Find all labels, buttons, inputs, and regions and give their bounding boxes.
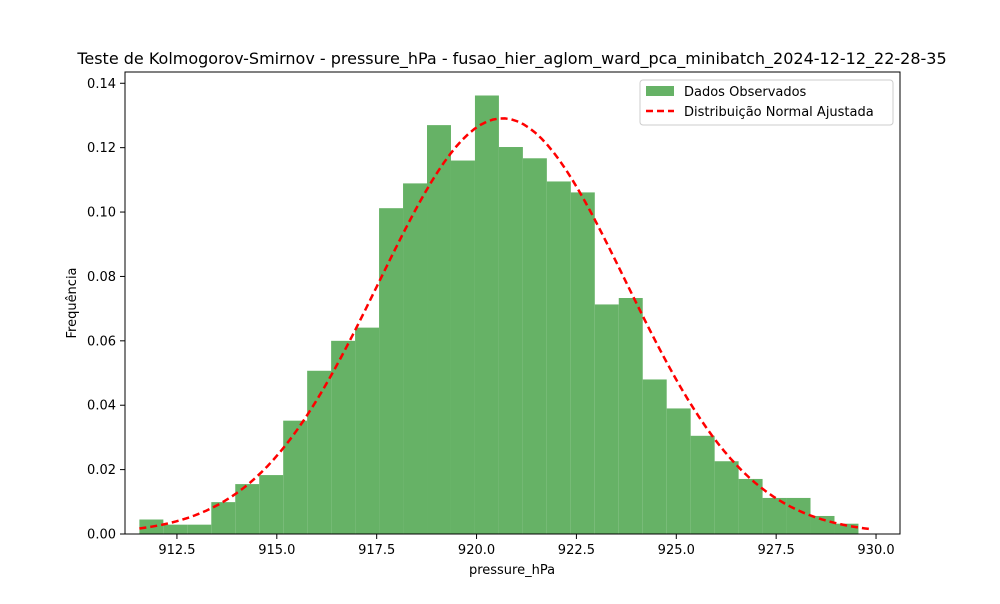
y-tick-label: 0.14 <box>87 77 116 92</box>
histogram-bar <box>834 523 859 534</box>
y-tick-label: 0.06 <box>87 334 116 349</box>
y-tick-label: 0.10 <box>87 206 116 221</box>
legend: Dados Observados Distribuição Normal Aju… <box>639 79 894 126</box>
histogram-bar <box>283 420 308 534</box>
histogram-bar <box>355 327 380 534</box>
fitted-curve <box>139 117 871 531</box>
x-tick-label: 925.0 <box>658 543 695 558</box>
x-axis-ticks: 912.5 915.0 917.5 920.0 922.5 925.0 927.5 930.0 <box>158 534 895 558</box>
histogram-bars <box>139 95 859 534</box>
y-tick-label: 0.00 <box>87 528 116 543</box>
histogram-bar <box>307 370 332 534</box>
histogram-bar <box>810 515 835 534</box>
x-tick-label: 930.0 <box>857 543 894 558</box>
fitted-normal-curve <box>139 117 871 531</box>
histogram-bar <box>570 192 595 534</box>
x-tick-label: 922.5 <box>558 543 595 558</box>
legend-swatch-histogram <box>646 86 674 96</box>
histogram-bar <box>642 379 667 534</box>
y-tick-label: 0.12 <box>87 141 116 156</box>
histogram-bar <box>714 461 739 534</box>
y-tick-label: 0.08 <box>87 270 116 285</box>
chart-title: Teste de Kolmogorov-Smirnov - pressure_h… <box>76 49 946 69</box>
histogram-bar <box>379 208 404 534</box>
histogram-bar <box>738 478 763 534</box>
histogram-bar <box>187 524 212 534</box>
legend-label-histogram: Dados Observados <box>684 85 807 100</box>
histogram-bar <box>690 435 715 534</box>
x-axis-label: pressure_hPa <box>469 563 555 578</box>
histogram-bar <box>235 484 260 534</box>
histogram-bar <box>546 181 571 534</box>
histogram-bar <box>786 497 811 534</box>
y-tick-label: 0.04 <box>87 399 116 414</box>
legend-frame <box>639 79 894 126</box>
histogram-bar <box>618 298 643 534</box>
x-tick-label: 920.0 <box>458 543 495 558</box>
histogram-bar <box>474 95 499 534</box>
histogram-bar <box>163 524 188 534</box>
histogram-bar <box>666 408 691 534</box>
histogram-bar <box>450 160 475 534</box>
plot-frame <box>124 71 901 535</box>
x-tick-label: 917.5 <box>358 543 395 558</box>
y-axis-label: Frequência <box>65 267 80 338</box>
histogram-bar <box>498 147 523 534</box>
histogram-bar <box>403 183 428 534</box>
x-tick-label: 912.5 <box>158 543 195 558</box>
histogram-bar <box>259 475 284 534</box>
y-tick-label: 0.02 <box>87 463 116 478</box>
x-tick-label: 927.5 <box>758 543 795 558</box>
legend-label-curve: Distribuição Normal Ajustada <box>684 105 874 120</box>
histogram-bar <box>211 502 236 534</box>
x-tick-label: 915.0 <box>258 543 295 558</box>
histogram-bar <box>594 304 619 534</box>
histogram-bar <box>331 340 356 534</box>
histogram-bar <box>427 125 451 534</box>
histogram-bar <box>522 158 547 534</box>
y-axis-ticks: 0.00 0.02 0.04 0.06 0.08 0.10 0.12 0.14 <box>87 77 125 543</box>
histogram-bar <box>762 497 787 534</box>
